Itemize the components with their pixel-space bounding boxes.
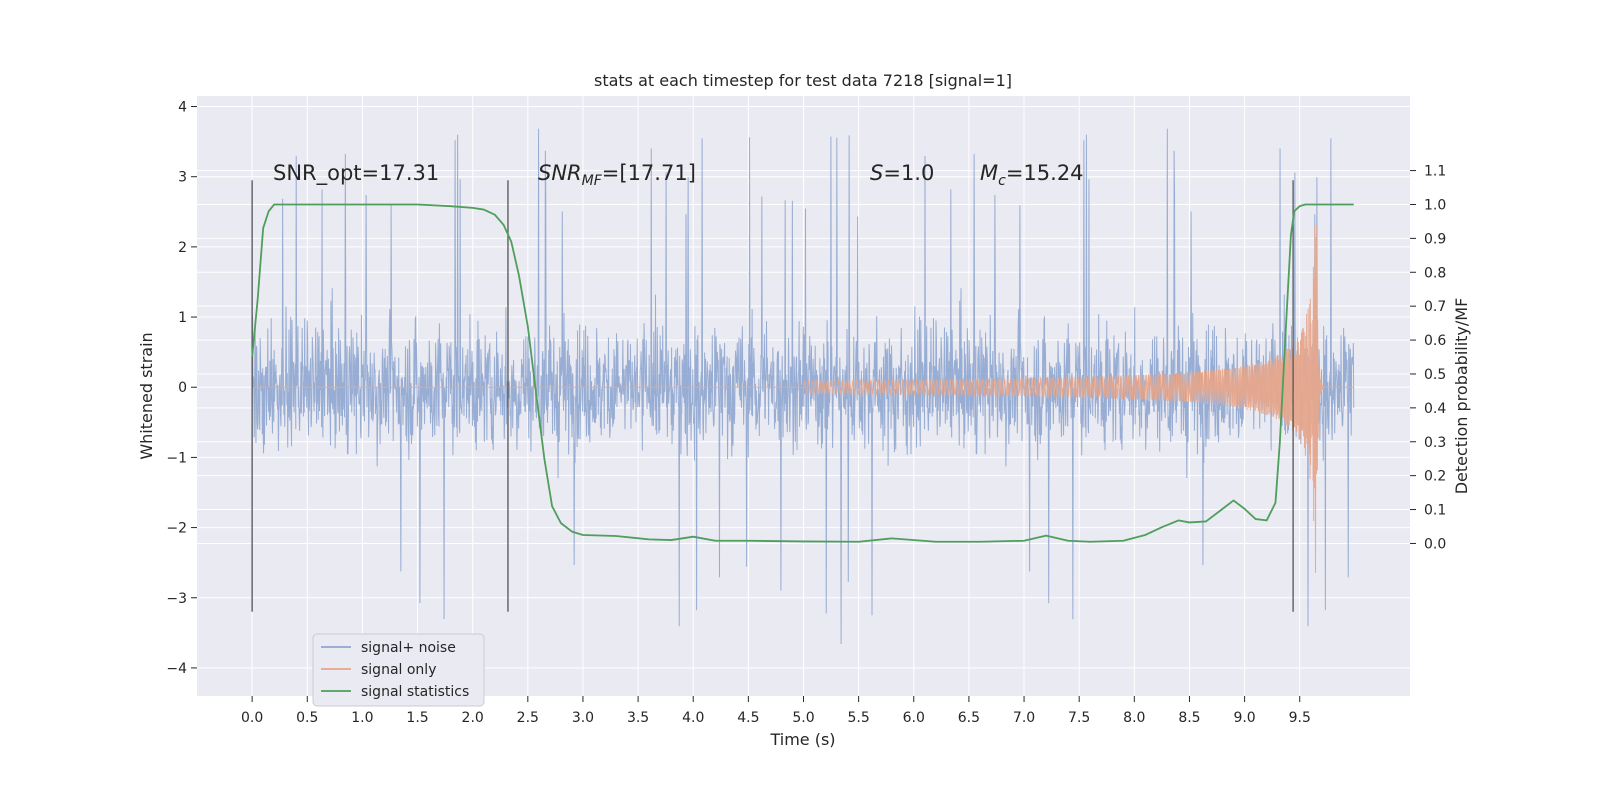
y-axis-label: Whitened strain: [137, 332, 156, 459]
y-right-tick-label-3: 0.3: [1424, 435, 1446, 451]
x-tick-label-2: 1.0: [351, 710, 373, 726]
y-right-tick-label-8: 0.8: [1424, 265, 1446, 281]
y-right-tick-label-7: 0.7: [1424, 299, 1446, 315]
annotation-mc: Mc=15.24: [980, 161, 1084, 189]
y-left-tick-label-8: 4: [178, 100, 187, 116]
annotation-s: S=1.0: [870, 161, 934, 185]
y-right-tick-label-1: 0.1: [1424, 503, 1446, 519]
annotation-s-symbol: S: [870, 161, 883, 185]
x-tick-label-3: 1.5: [406, 710, 428, 726]
signal-only-trace: [252, 224, 1354, 573]
annotation-snr-opt: SNR_opt=17.31: [273, 161, 439, 186]
legend-box: [312, 633, 485, 707]
y-left-tick-label-4: 0: [178, 380, 187, 396]
y-axis-left-ticks: −4 −3 −2 −1 0 1 2 3 4: [166, 100, 197, 677]
segment-markers: [251, 180, 1294, 612]
annotation-snr-mf-base: SNR: [538, 161, 582, 185]
legend: signal+ noise signal only signal statist…: [312, 633, 485, 707]
x-tick-label-13: 6.5: [958, 710, 980, 726]
x-tick-label-16: 8.0: [1123, 710, 1145, 726]
legend-label-signal-noise: signal+ noise: [361, 640, 456, 656]
annotation-snr-mf-sub: MF: [582, 173, 603, 189]
x-tick-label-5: 2.5: [517, 710, 539, 726]
x-tick-label-10: 5.0: [792, 710, 814, 726]
y-left-tick-label-2: −2: [166, 521, 187, 537]
x-tick-label-17: 8.5: [1178, 710, 1200, 726]
series-signal-only: [252, 224, 1354, 573]
x-tick-label-11: 5.5: [848, 710, 870, 726]
x-tick-label-14: 7.0: [1013, 710, 1035, 726]
y-right-tick-label-2: 0.2: [1424, 469, 1446, 485]
y-right-tick-label-6: 0.6: [1424, 333, 1446, 349]
y-right-tick-label-4: 0.4: [1424, 401, 1446, 417]
x-tick-label-15: 7.5: [1068, 710, 1090, 726]
x-axis-ticks: 0.0 0.5 1.0 1.5 2.0 2.5 3.0 3.5 4.0 4.5 5.0 5.5 6.0 6…: [241, 696, 1311, 726]
legend-label-signal-only: signal only: [361, 662, 436, 678]
y-left-tick-label-6: 2: [178, 240, 187, 256]
annotation-mc-value: =15.24: [1006, 161, 1084, 185]
x-tick-label-12: 6.0: [903, 710, 925, 726]
x-tick-label-4: 2.0: [462, 710, 484, 726]
annotation-mc-base: M: [980, 161, 998, 185]
chart-title: stats at each timestep for test data 721…: [594, 71, 1012, 90]
y-axis-right-ticks: 0.0 0.1 0.2 0.3 0.4 0.5 0.6 0.7 0.8 0.9 1.0 1.1: [1410, 164, 1446, 552]
x-tick-label-19: 9.5: [1289, 710, 1311, 726]
legend-label-signal-statistics: signal statistics: [361, 684, 469, 700]
x-tick-label-1: 0.5: [296, 710, 318, 726]
x-tick-label-18: 9.0: [1233, 710, 1255, 726]
x-tick-label-8: 4.0: [682, 710, 704, 726]
series-signal-statistics: [251, 203, 1354, 543]
y-left-tick-label-7: 3: [178, 170, 187, 186]
x-tick-label-7: 3.5: [627, 710, 649, 726]
y-right-tick-label-0: 0.0: [1424, 536, 1446, 552]
y-right-tick-label-9: 0.9: [1424, 231, 1446, 247]
annotation-mc-sub: c: [998, 173, 1006, 189]
y-left-tick-label-0: −4: [166, 661, 187, 677]
annotation-snr-mf-value: =[17.71]: [602, 161, 696, 185]
y-left-tick-label-5: 1: [178, 310, 187, 326]
y-axis-right-label: Detection probability/MF: [1452, 298, 1471, 495]
y-right-tick-label-5: 0.5: [1424, 367, 1446, 383]
signal-statistics-trace: [251, 203, 1354, 543]
y-right-tick-label-10: 1.0: [1424, 197, 1446, 213]
annotation-snr-mf: SNRMF=[17.71]: [538, 161, 696, 189]
x-axis-label: Time (s): [769, 730, 835, 749]
x-tick-label-6: 3.0: [572, 710, 594, 726]
x-tick-label-9: 4.5: [737, 710, 759, 726]
y-left-tick-label-3: −1: [166, 450, 187, 466]
x-tick-label-0: 0.0: [241, 710, 263, 726]
y-right-tick-label-11: 1.1: [1424, 164, 1446, 180]
y-left-tick-label-1: −3: [166, 591, 187, 607]
annotation-s-value: =1.0: [883, 161, 934, 185]
